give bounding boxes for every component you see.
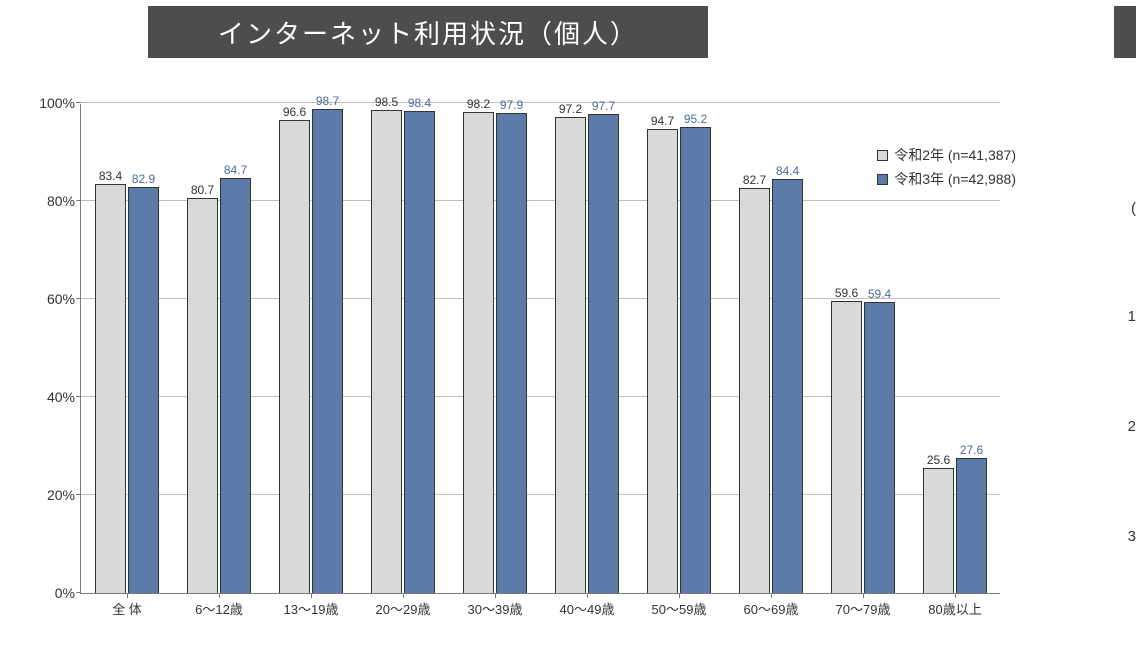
bar: 98.4: [404, 111, 435, 593]
bar: 84.7: [220, 178, 251, 593]
bar: 59.6: [831, 301, 862, 593]
bar-value-label: 59.4: [868, 287, 891, 303]
bar: 97.7: [588, 114, 619, 593]
legend-swatch: [877, 150, 888, 161]
y-axis-label: 60%: [47, 291, 81, 307]
y-tick: [76, 396, 81, 397]
bar: 97.2: [555, 117, 586, 593]
side-fragment: (: [1131, 200, 1136, 217]
y-axis-label: 100%: [39, 95, 81, 111]
y-tick: [76, 102, 81, 103]
legend-label: 令和2年 (n=41,387): [894, 145, 1016, 165]
bar-value-label: 59.6: [835, 286, 858, 302]
bar-value-label: 25.6: [927, 453, 950, 469]
bar: 83.4: [95, 184, 126, 593]
bar: 82.7: [739, 188, 770, 593]
gridline: [81, 102, 1000, 103]
bar-value-label: 97.7: [592, 99, 615, 115]
x-axis-label: 13～19歳: [284, 593, 339, 618]
chart-area: 0%20%40%60%80%100%83.482.9全 体80.784.76～1…: [18, 90, 1028, 630]
chart-plot: 0%20%40%60%80%100%83.482.9全 体80.784.76～1…: [80, 104, 1000, 594]
bar: 25.6: [923, 468, 954, 593]
bar-value-label: 94.7: [651, 114, 674, 130]
bar-value-label: 97.9: [500, 98, 523, 114]
bar-value-label: 96.6: [283, 105, 306, 121]
bar-value-label: 84.7: [224, 163, 247, 179]
x-axis-label: 70～79歳: [836, 593, 891, 618]
bar-group: 94.795.2: [647, 127, 711, 593]
x-axis-label: 全 体: [112, 593, 142, 618]
bar-value-label: 95.2: [684, 112, 707, 128]
bar: 98.2: [463, 112, 494, 593]
bar-value-label: 27.6: [960, 443, 983, 459]
x-axis-label: 50～59歳: [652, 593, 707, 618]
bar-group: 96.698.7: [279, 109, 343, 593]
bar-value-label: 82.7: [743, 173, 766, 189]
y-axis-label: 0%: [55, 585, 81, 601]
bar: 82.9: [128, 187, 159, 593]
bar-value-label: 84.4: [776, 164, 799, 180]
bar-group: 25.627.6: [923, 458, 987, 593]
bar: 80.7: [187, 198, 218, 593]
y-tick: [76, 592, 81, 593]
chart-title-bar: インターネット利用状況（個人）: [148, 6, 708, 58]
legend-item: 令和2年 (n=41,387): [877, 145, 1016, 165]
legend-item: 令和3年 (n=42,988): [877, 169, 1016, 189]
bar-group: 98.598.4: [371, 110, 435, 593]
bar-value-label: 82.9: [132, 172, 155, 188]
y-tick: [76, 494, 81, 495]
side-fragment: 2: [1128, 418, 1136, 435]
bar-group: 82.784.4: [739, 179, 803, 593]
y-axis-label: 40%: [47, 389, 81, 405]
side-fragment: 1: [1128, 308, 1136, 325]
bar-group: 80.784.7: [187, 178, 251, 593]
bar-group: 59.659.4: [831, 301, 895, 593]
x-axis-label: 20～29歳: [376, 593, 431, 618]
bar: 98.7: [312, 109, 343, 593]
bar-group: 97.297.7: [555, 114, 619, 593]
bar-value-label: 80.7: [191, 183, 214, 199]
bar: 27.6: [956, 458, 987, 593]
side-fragment: 3: [1128, 528, 1136, 545]
bar: 96.6: [279, 120, 310, 593]
x-axis-label: 40～49歳: [560, 593, 615, 618]
legend-swatch: [877, 174, 888, 185]
bar-group: 98.297.9: [463, 112, 527, 593]
y-axis-label: 80%: [47, 193, 81, 209]
chart-title: インターネット利用状況（個人）: [218, 14, 638, 51]
y-axis-label: 20%: [47, 487, 81, 503]
bar: 59.4: [864, 302, 895, 593]
x-axis-label: 30～39歳: [468, 593, 523, 618]
bar: 94.7: [647, 129, 678, 593]
bar: 84.4: [772, 179, 803, 593]
x-axis-label: 6～12歳: [195, 593, 243, 618]
bar-value-label: 98.4: [408, 96, 431, 112]
bar-value-label: 98.5: [375, 95, 398, 111]
bar-value-label: 98.7: [316, 94, 339, 110]
chart-legend: 令和2年 (n=41,387) 令和3年 (n=42,988): [877, 145, 1016, 193]
x-axis-label: 60～69歳: [744, 593, 799, 618]
x-axis-label: 80歳以上: [928, 593, 981, 618]
y-tick: [76, 200, 81, 201]
bar-value-label: 97.2: [559, 102, 582, 118]
partial-title-bar-right: [1114, 6, 1136, 58]
bar: 98.5: [371, 110, 402, 593]
legend-label: 令和3年 (n=42,988): [894, 169, 1016, 189]
bar-value-label: 98.2: [467, 97, 490, 113]
bar-value-label: 83.4: [99, 169, 122, 185]
bar-group: 83.482.9: [95, 184, 159, 593]
y-tick: [76, 298, 81, 299]
bar: 95.2: [680, 127, 711, 593]
bar: 97.9: [496, 113, 527, 593]
